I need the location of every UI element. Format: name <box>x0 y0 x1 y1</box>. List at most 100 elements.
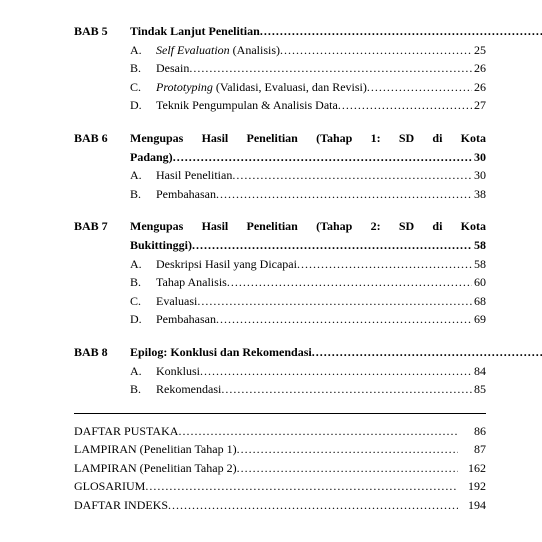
sub-entry: D.Pembahasan 69 <box>130 310 486 329</box>
dot-leader <box>221 380 472 399</box>
sub-page: 38 <box>472 185 486 204</box>
chapter-label: BAB 7 <box>74 217 130 236</box>
sub-entry: A.Konklusi 84 <box>130 362 486 381</box>
sub-page: 84 <box>472 362 486 381</box>
dot-leader <box>312 343 542 362</box>
chapter-page: 58 <box>472 236 486 255</box>
sub-entry: B.Rekomendasi 85 <box>130 380 486 399</box>
chapter-title-cont: Padang) <box>130 148 173 167</box>
sub-title: Desain <box>156 59 189 78</box>
backmatter-entry: LAMPIRAN (Penelitian Tahap 2) 162 <box>74 459 486 478</box>
sub-title: Tahap Analisis <box>156 273 227 292</box>
dot-leader <box>237 459 458 478</box>
dot-leader <box>232 166 472 185</box>
sub-title: Self Evaluation (Analisis) <box>156 41 280 60</box>
sub-title: Prototyping (Validasi, Evaluasi, dan Rev… <box>156 78 367 97</box>
backmatter-text: GLOSARIUM <box>74 477 145 496</box>
dot-leader <box>145 477 458 496</box>
sub-label: A. <box>130 41 156 60</box>
sub-entry: B.Pembahasan38 <box>130 185 486 204</box>
dot-leader <box>280 41 472 60</box>
dot-leader <box>168 496 458 515</box>
backmatter-page: 194 <box>458 496 486 515</box>
sub-title: Konklusi <box>156 362 200 381</box>
dot-leader <box>297 255 472 274</box>
backmatter-page: 192 <box>458 477 486 496</box>
dot-leader <box>260 22 542 41</box>
chapter-header: BAB 8Epilog: Konklusi dan Rekomendasi 84 <box>74 343 486 362</box>
sub-title: Pembahasan <box>156 310 216 329</box>
sub-label: C. <box>130 292 156 311</box>
chapter-title-line2: Padang) 30 <box>130 148 486 167</box>
chapter-label: BAB 5 <box>74 22 130 41</box>
sub-entry: B.Desain 26 <box>130 59 486 78</box>
sub-page: 27 <box>472 96 486 115</box>
table-of-contents: BAB 5Tindak Lanjut Penelitian 25A.Self E… <box>74 22 486 515</box>
sub-entry: A.Hasil Penelitian 30 <box>130 166 486 185</box>
chapter-label: BAB 6 <box>74 129 130 148</box>
dot-leader <box>192 236 472 255</box>
sub-title: Evaluasi <box>156 292 197 311</box>
chapter-title: Mengupas Hasil Penelitian (Tahap 2: SD d… <box>130 217 486 236</box>
chapter-title: Epilog: Konklusi dan Rekomendasi <box>130 343 312 362</box>
sub-label: D. <box>130 96 156 115</box>
backmatter-entry: LAMPIRAN (Penelitian Tahap 1) 87 <box>74 440 486 459</box>
dot-leader <box>189 59 472 78</box>
backmatter-entry: DAFTAR INDEKS 194 <box>74 496 486 515</box>
backmatter-text: DAFTAR INDEKS <box>74 496 168 515</box>
chapter-header: BAB 7Mengupas Hasil Penelitian (Tahap 2:… <box>74 217 486 236</box>
backmatter-page: 162 <box>458 459 486 478</box>
dot-leader <box>216 310 472 329</box>
sub-label: A. <box>130 362 156 381</box>
dot-leader <box>338 96 472 115</box>
sub-entry: A.Self Evaluation (Analisis) 25 <box>130 41 486 60</box>
sub-page: 85 <box>472 380 486 399</box>
chapter-title: Tindak Lanjut Penelitian <box>130 22 260 41</box>
dot-leader <box>367 78 472 97</box>
sub-page: 69 <box>472 310 486 329</box>
sub-page: 26 <box>472 78 486 97</box>
sub-title: Deskripsi Hasil yang Dicapai <box>156 255 297 274</box>
sub-entry: C.Prototyping (Validasi, Evaluasi, dan R… <box>130 78 486 97</box>
dot-leader <box>237 440 458 459</box>
sub-page: 30 <box>472 166 486 185</box>
sub-label: B. <box>130 59 156 78</box>
sub-page: 58 <box>472 255 486 274</box>
sub-label: B. <box>130 185 156 204</box>
backmatter-text: LAMPIRAN (Penelitian Tahap 1) <box>74 440 237 459</box>
sub-page: 60 <box>472 273 486 292</box>
chapter: BAB 5Tindak Lanjut Penelitian 25A.Self E… <box>74 22 486 115</box>
chapter: BAB 8Epilog: Konklusi dan Rekomendasi 84… <box>74 343 486 399</box>
backmatter-entry: DAFTAR PUSTAKA86 <box>74 422 486 441</box>
sub-entry: A.Deskripsi Hasil yang Dicapai 58 <box>130 255 486 274</box>
backmatter-page: 86 <box>458 422 486 441</box>
chapter-title: Mengupas Hasil Penelitian (Tahap 1: SD d… <box>130 129 486 148</box>
sub-label: A. <box>130 166 156 185</box>
dot-leader <box>178 422 458 441</box>
backmatter-text: LAMPIRAN (Penelitian Tahap 2) <box>74 459 237 478</box>
chapter-label: BAB 8 <box>74 343 130 362</box>
sub-title: Rekomendasi <box>156 380 221 399</box>
backmatter-page: 87 <box>458 440 486 459</box>
dot-leader <box>197 292 472 311</box>
sub-entry: C.Evaluasi 68 <box>130 292 486 311</box>
dot-leader <box>227 273 472 292</box>
chapter-header: BAB 6Mengupas Hasil Penelitian (Tahap 1:… <box>74 129 486 148</box>
chapter-page: 30 <box>472 148 486 167</box>
sub-label: B. <box>130 380 156 399</box>
sub-entry: B.Tahap Analisis60 <box>130 273 486 292</box>
sub-page: 26 <box>472 59 486 78</box>
sub-title: Hasil Penelitian <box>156 166 232 185</box>
separator <box>74 413 486 414</box>
backmatter-entry: GLOSARIUM 192 <box>74 477 486 496</box>
sub-label: D. <box>130 310 156 329</box>
sub-page: 25 <box>472 41 486 60</box>
sub-title: Teknik Pengumpulan & Analisis Data <box>156 96 338 115</box>
chapter-header: BAB 5Tindak Lanjut Penelitian 25 <box>74 22 486 41</box>
chapter-title-line2: Bukittinggi) 58 <box>130 236 486 255</box>
dot-leader <box>216 185 472 204</box>
sub-entry: D.Teknik Pengumpulan & Analisis Data 27 <box>130 96 486 115</box>
sub-label: C. <box>130 78 156 97</box>
sub-label: A. <box>130 255 156 274</box>
sub-page: 68 <box>472 292 486 311</box>
